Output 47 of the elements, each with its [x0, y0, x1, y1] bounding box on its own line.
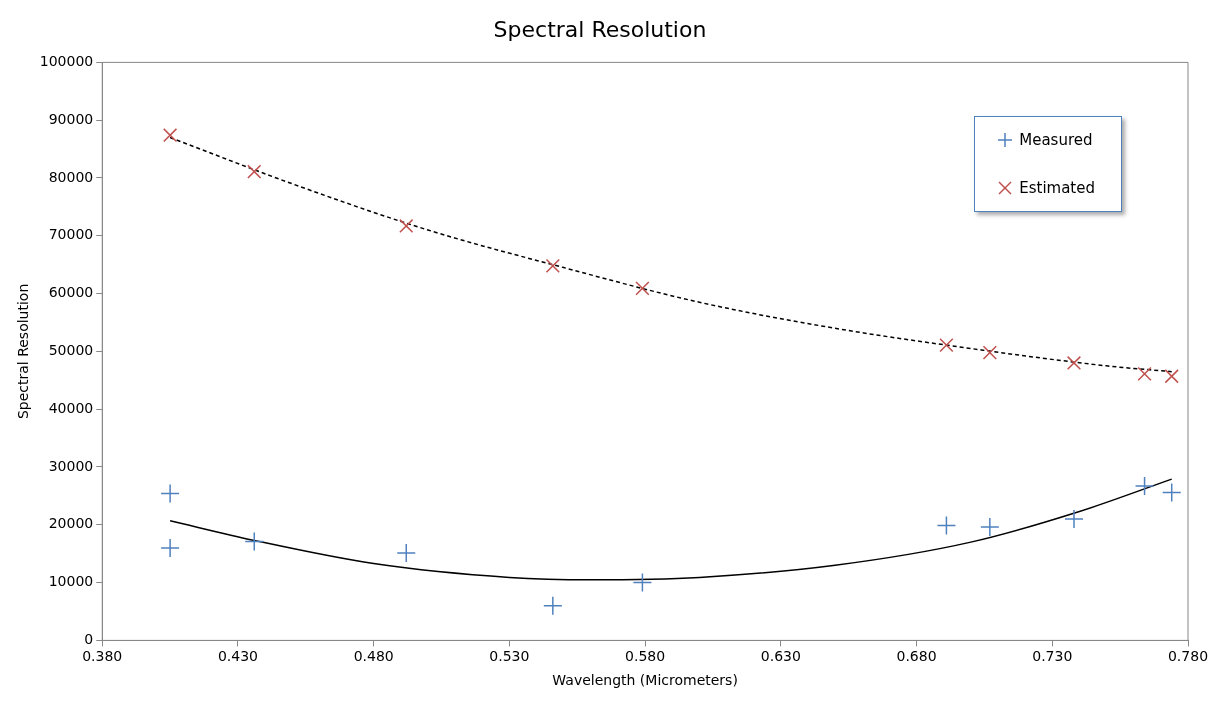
y-tick-label: 0: [84, 631, 94, 648]
point: [1064, 509, 1084, 529]
point: [632, 572, 653, 593]
point: [545, 258, 560, 273]
x-tick-label: 0.430: [217, 648, 259, 665]
point: [635, 281, 650, 296]
point: [396, 543, 417, 563]
line-series: [169, 478, 1173, 581]
x-tick-label: 0.530: [489, 648, 530, 665]
chart-title: Spectral Resolution: [493, 16, 707, 42]
x-tick-label: 0.730: [1032, 648, 1073, 665]
y-tick-label: 30000: [48, 457, 94, 474]
legend-label: Estimated: [1019, 179, 1095, 197]
point: [1066, 355, 1082, 371]
point: [939, 337, 954, 353]
point: [244, 531, 264, 552]
y-tick-label: 50000: [48, 342, 94, 359]
x-axis-title: Wavelength (Micrometers): [552, 672, 738, 689]
point: [399, 218, 414, 234]
y-tick-label: 100000: [39, 53, 94, 70]
x-tick-label: 0.580: [625, 648, 666, 665]
point: [1161, 482, 1182, 503]
x-tick-label: 0.630: [760, 648, 801, 665]
point: [162, 128, 178, 143]
y-tick-label: 90000: [48, 110, 94, 127]
point: [936, 515, 957, 536]
point: [160, 538, 180, 558]
legend-label: Measured: [1019, 131, 1093, 149]
x-tick-label: 0.380: [82, 648, 123, 665]
point: [247, 164, 262, 179]
point: [160, 483, 180, 504]
y-tick-label: 10000: [48, 573, 94, 590]
point: [1164, 369, 1179, 384]
x-tick-label: 0.480: [353, 648, 394, 665]
point: [980, 517, 1000, 537]
y-axis-title: Spectral Resolution: [15, 283, 32, 420]
y-tick-label: 40000: [48, 399, 94, 416]
x-tick-label: 0.680: [896, 648, 937, 665]
y-tick-label: 20000: [48, 515, 94, 532]
point: [1137, 366, 1152, 382]
point: [982, 345, 997, 360]
point: [543, 595, 563, 616]
y-tick-label: 70000: [48, 226, 94, 243]
y-tick-label: 60000: [48, 284, 94, 301]
x-tick-label: 0.780: [1167, 648, 1209, 665]
y-tick-label: 80000: [48, 168, 94, 185]
point: [1134, 476, 1155, 496]
